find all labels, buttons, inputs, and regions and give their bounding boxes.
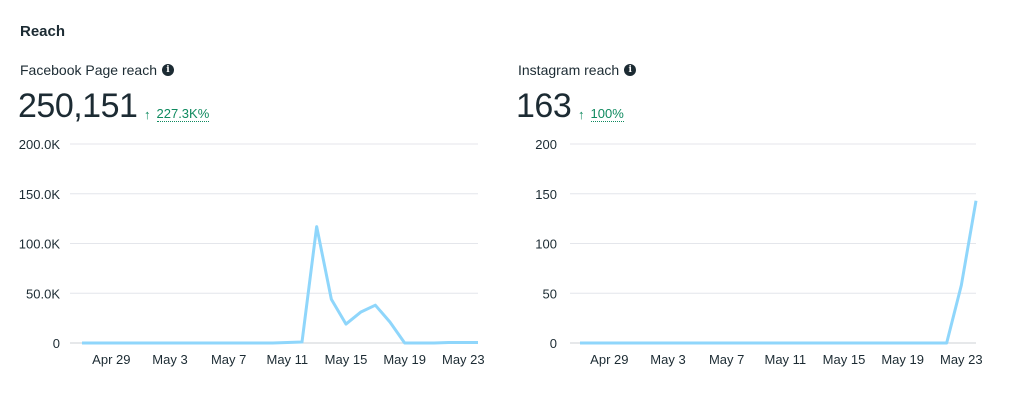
x-tick-label: May 3 <box>650 352 685 367</box>
y-tick-label: 150 <box>535 187 557 202</box>
series-line <box>580 200 978 345</box>
change-badge: ↑ 100% <box>578 107 624 122</box>
series-line <box>82 225 478 345</box>
x-tick-label: Apr 29 <box>92 352 130 367</box>
y-tick-label: 200 <box>535 137 557 152</box>
x-tick-label: May 23 <box>442 352 485 367</box>
y-tick-label: 0 <box>550 336 557 351</box>
facebook-reach-card: Facebook Page reach i 250,151 ↑ 227.3K% 0 5… <box>18 60 500 400</box>
x-tick-label: May 15 <box>823 352 866 367</box>
y-tick-label: 50 <box>543 286 557 301</box>
arrow-up-icon: ↑ <box>578 107 585 122</box>
x-tick-label: Apr 29 <box>590 352 628 367</box>
section-title: Reach <box>20 23 66 40</box>
change-percent[interactable]: 100% <box>590 106 624 122</box>
instagram-reach-chart: 0 50 100 150 200 Apr 29 May 3 May 7 May 11 May 15… <box>535 137 983 367</box>
y-tick-label: 200.0K <box>19 137 61 152</box>
x-tick-label: May 7 <box>709 352 744 367</box>
info-icon[interactable]: i <box>624 64 637 76</box>
card-title-text: Instagram reach <box>518 62 620 78</box>
x-tick-label: May 3 <box>152 352 187 367</box>
y-tick-label: 50.0K <box>26 286 60 301</box>
x-tick-label: May 11 <box>266 352 308 367</box>
x-tick-label: May 15 <box>325 352 368 367</box>
change-percent[interactable]: 227.3K% <box>156 106 210 122</box>
facebook-reach-chart: 0 50.0K 100.0K 150.0K 200.0K Apr 29 May 3 May 7… <box>19 137 485 367</box>
instagram-reach-card: Instagram reach i 163 ↑ 100% 0 50 100 150 200 A… <box>516 60 998 400</box>
x-tick-label: May 11 <box>764 352 806 367</box>
card-title: Instagram reach i <box>518 62 637 78</box>
y-tick-label: 150.0K <box>19 187 61 202</box>
info-icon[interactable]: i <box>161 64 174 76</box>
metric-value: 163 <box>516 87 572 125</box>
arrow-up-icon: ↑ <box>144 107 151 122</box>
x-tick-label: May 7 <box>211 352 246 367</box>
change-badge: ↑ 227.3K% <box>144 106 210 122</box>
y-tick-label: 0 <box>53 336 60 351</box>
y-tick-label: 100 <box>535 237 557 252</box>
card-title-text: Facebook Page reach <box>20 62 157 78</box>
y-tick-label: 100.0K <box>19 237 61 252</box>
x-tick-label: May 23 <box>940 352 983 367</box>
x-tick-label: May 19 <box>881 352 924 367</box>
card-title: Facebook Page reach i <box>20 62 174 78</box>
x-tick-label: May 19 <box>383 352 426 367</box>
metric-value: 250,151 <box>18 87 138 125</box>
